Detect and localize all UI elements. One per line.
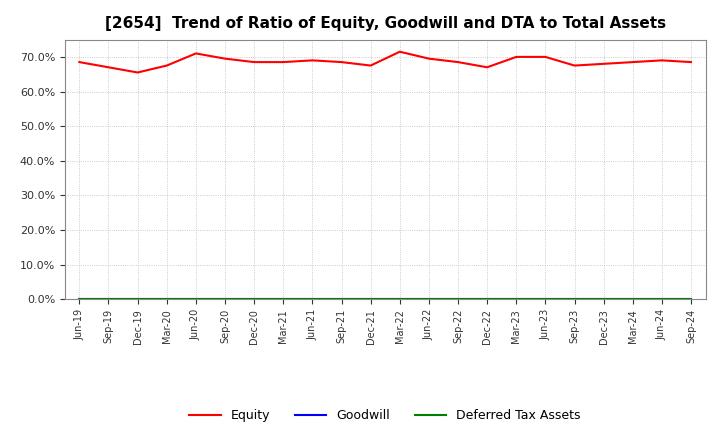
Goodwill xyxy=(454,297,462,302)
Equity xyxy=(425,56,433,61)
Equity xyxy=(279,59,287,65)
Goodwill xyxy=(512,297,521,302)
Deferred Tax Assets xyxy=(220,297,229,302)
Goodwill xyxy=(308,297,317,302)
Goodwill xyxy=(395,297,404,302)
Equity xyxy=(395,49,404,55)
Equity xyxy=(657,58,666,63)
Equity xyxy=(104,65,113,70)
Deferred Tax Assets xyxy=(163,297,171,302)
Goodwill xyxy=(250,297,258,302)
Deferred Tax Assets xyxy=(599,297,608,302)
Deferred Tax Assets xyxy=(454,297,462,302)
Equity xyxy=(512,54,521,59)
Goodwill xyxy=(279,297,287,302)
Goodwill xyxy=(220,297,229,302)
Goodwill xyxy=(104,297,113,302)
Deferred Tax Assets xyxy=(279,297,287,302)
Goodwill xyxy=(163,297,171,302)
Equity xyxy=(75,59,84,65)
Deferred Tax Assets xyxy=(250,297,258,302)
Equity xyxy=(541,54,550,59)
Deferred Tax Assets xyxy=(657,297,666,302)
Goodwill xyxy=(629,297,637,302)
Equity xyxy=(163,63,171,68)
Goodwill xyxy=(425,297,433,302)
Legend: Equity, Goodwill, Deferred Tax Assets: Equity, Goodwill, Deferred Tax Assets xyxy=(184,404,586,427)
Deferred Tax Assets xyxy=(337,297,346,302)
Equity xyxy=(366,63,375,68)
Deferred Tax Assets xyxy=(308,297,317,302)
Deferred Tax Assets xyxy=(104,297,113,302)
Equity xyxy=(250,59,258,65)
Deferred Tax Assets xyxy=(570,297,579,302)
Equity xyxy=(570,63,579,68)
Equity xyxy=(454,59,462,65)
Equity xyxy=(308,58,317,63)
Deferred Tax Assets xyxy=(395,297,404,302)
Deferred Tax Assets xyxy=(629,297,637,302)
Deferred Tax Assets xyxy=(425,297,433,302)
Equity xyxy=(133,70,142,75)
Goodwill xyxy=(483,297,492,302)
Goodwill xyxy=(75,297,84,302)
Deferred Tax Assets xyxy=(512,297,521,302)
Goodwill xyxy=(599,297,608,302)
Deferred Tax Assets xyxy=(687,297,696,302)
Goodwill xyxy=(133,297,142,302)
Deferred Tax Assets xyxy=(75,297,84,302)
Deferred Tax Assets xyxy=(133,297,142,302)
Deferred Tax Assets xyxy=(366,297,375,302)
Line: Equity: Equity xyxy=(79,52,691,73)
Title: [2654]  Trend of Ratio of Equity, Goodwill and DTA to Total Assets: [2654] Trend of Ratio of Equity, Goodwil… xyxy=(104,16,666,32)
Goodwill xyxy=(657,297,666,302)
Deferred Tax Assets xyxy=(483,297,492,302)
Equity xyxy=(192,51,200,56)
Equity xyxy=(483,65,492,70)
Goodwill xyxy=(192,297,200,302)
Equity xyxy=(337,59,346,65)
Equity xyxy=(220,56,229,61)
Goodwill xyxy=(570,297,579,302)
Deferred Tax Assets xyxy=(192,297,200,302)
Equity xyxy=(687,59,696,65)
Goodwill xyxy=(687,297,696,302)
Goodwill xyxy=(541,297,550,302)
Equity xyxy=(629,59,637,65)
Equity xyxy=(599,61,608,66)
Goodwill xyxy=(337,297,346,302)
Goodwill xyxy=(366,297,375,302)
Deferred Tax Assets xyxy=(541,297,550,302)
